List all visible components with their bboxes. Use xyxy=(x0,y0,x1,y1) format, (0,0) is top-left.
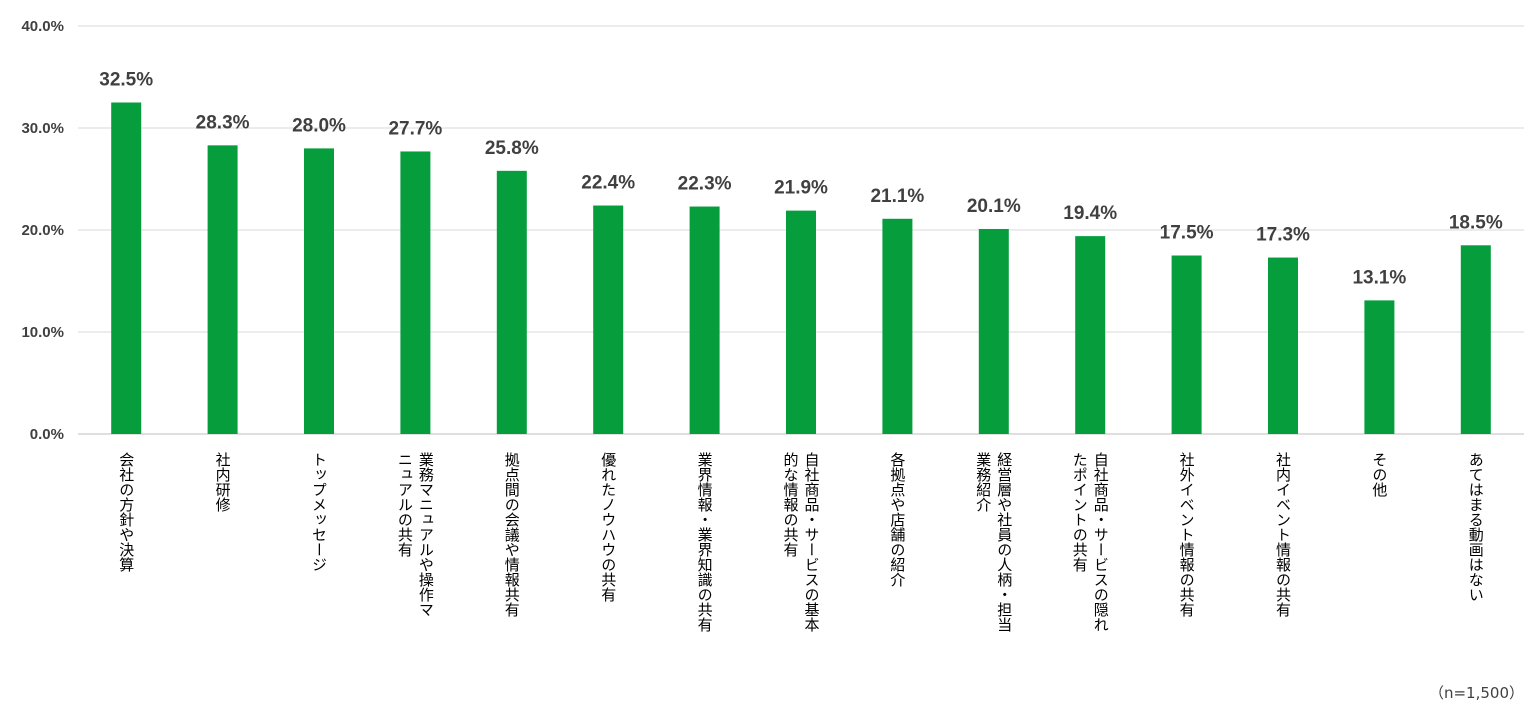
bar xyxy=(689,206,720,434)
data-label: 13.1% xyxy=(1352,267,1406,288)
category-label: 業務紹介 xyxy=(974,452,992,512)
y-tick-label: 20.0% xyxy=(21,222,64,239)
bar xyxy=(496,170,527,434)
category-label: ニュアルの共有 xyxy=(396,452,414,558)
y-tick-label: 10.0% xyxy=(21,324,64,341)
data-label: 18.5% xyxy=(1449,212,1503,233)
category-label: 社外イベント情報の共有 xyxy=(1178,452,1196,618)
data-label: 19.4% xyxy=(1063,203,1117,224)
bar xyxy=(1460,245,1491,434)
category-label: トップメッセージ xyxy=(310,452,328,572)
category-label: 会社の方針や決算 xyxy=(117,452,135,572)
bars xyxy=(111,102,1491,434)
bar xyxy=(207,145,238,434)
bar xyxy=(111,102,142,434)
bar xyxy=(1364,300,1395,434)
data-label: 27.7% xyxy=(388,118,442,139)
category-label: 自社商品・サービスの基本 xyxy=(803,452,821,632)
bar xyxy=(593,205,624,434)
category-label: 的な情報の共有 xyxy=(782,452,800,558)
category-label: 社内研修 xyxy=(214,452,232,512)
bar xyxy=(882,218,913,434)
bar xyxy=(1171,255,1202,434)
data-label: 32.5% xyxy=(99,70,153,91)
category-label: 業務マニュアルや操作マ xyxy=(417,452,435,617)
category-label: たポイントの共有 xyxy=(1071,452,1089,573)
category-label: 自社商品・サービスの隠れ xyxy=(1092,452,1110,632)
bar xyxy=(786,210,816,434)
category-label: 優れたノウハウの共有 xyxy=(599,452,617,603)
data-label: 17.5% xyxy=(1160,223,1214,244)
sample-size-note: （n=1,500） xyxy=(1429,684,1524,702)
category-label: 経営層や社員の人柄・担当 xyxy=(995,452,1013,632)
y-tick-label: 40.0% xyxy=(21,18,64,35)
bar xyxy=(1268,257,1298,434)
data-label: 21.1% xyxy=(870,186,924,207)
bar xyxy=(400,151,431,434)
category-label: 社内イベント情報の共有 xyxy=(1274,452,1292,618)
bar xyxy=(304,148,334,434)
data-label: 22.4% xyxy=(581,173,635,194)
y-tick-label: 30.0% xyxy=(21,120,64,137)
data-label: 17.3% xyxy=(1256,225,1310,246)
data-label: 28.0% xyxy=(292,115,346,136)
data-label: 22.3% xyxy=(678,174,732,195)
category-label: 拠点間の会議や情報共有 xyxy=(503,452,521,618)
data-label: 28.3% xyxy=(196,112,250,133)
y-axis: 0.0% 10.0% 20.0% 30.0% 40.0% xyxy=(21,18,64,443)
category-label: 各拠点や店舗の紹介 xyxy=(888,452,906,587)
data-label: 20.1% xyxy=(967,196,1021,217)
y-tick-label: 0.0% xyxy=(30,426,64,443)
bar xyxy=(1075,236,1106,434)
category-label: 業界情報・業界知識の共有 xyxy=(696,452,714,633)
category-label: あてはまる動画はない xyxy=(1467,452,1485,602)
bar xyxy=(978,228,1009,434)
data-label: 21.9% xyxy=(774,178,828,199)
data-labels: 32.5% 28.3% 28.0% 27.7% 25.8% 22.4% 22.3% 21.9%… xyxy=(99,70,1503,289)
category-label: その他 xyxy=(1370,452,1388,498)
data-label: 25.8% xyxy=(485,138,539,159)
